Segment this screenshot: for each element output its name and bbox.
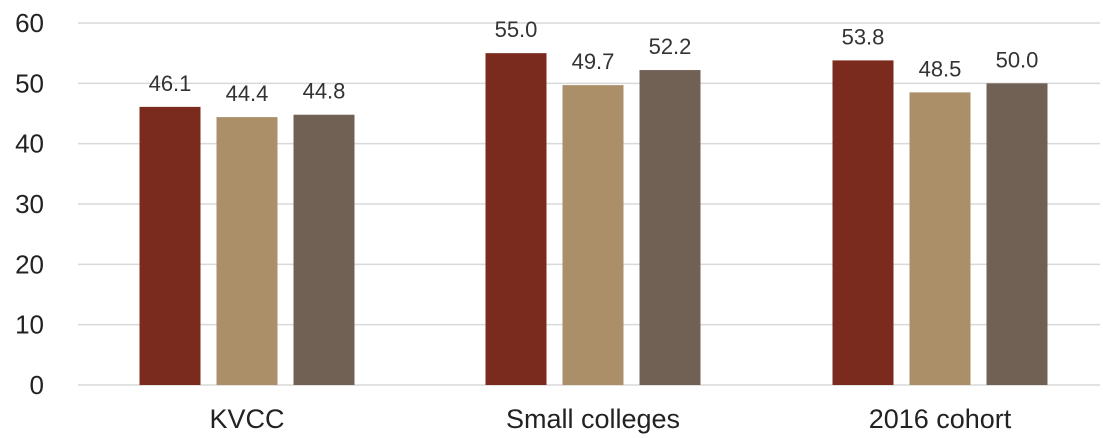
bar-2016-cohort-series-2 <box>909 92 971 385</box>
y-tick-label: 50 <box>15 68 44 98</box>
y-tick-label: 60 <box>15 8 44 38</box>
data-label: 55.0 <box>495 17 538 42</box>
bar-2016-cohort-series-1 <box>832 60 894 385</box>
x-category-label: 2016 cohort <box>869 404 1012 434</box>
bars <box>139 53 1048 386</box>
bar-kvcc-series-2 <box>216 117 278 386</box>
data-label: 48.5 <box>919 56 962 81</box>
bar-small-colleges-series-3 <box>639 70 701 385</box>
y-tick-label: 20 <box>15 249 44 279</box>
y-axis-ticks: 0 10 20 30 40 50 60 <box>15 8 44 400</box>
data-labels: 46.1 44.4 44.8 55.0 49.7 52.2 53.8 48.5 50.0 <box>149 17 1039 106</box>
data-label: 53.8 <box>842 24 885 49</box>
bar-small-colleges-series-1 <box>485 53 547 386</box>
data-label: 50.0 <box>996 47 1039 72</box>
x-category-label: KVCC <box>209 404 284 434</box>
bar-kvcc-series-1 <box>139 106 201 385</box>
x-category-label: Small colleges <box>506 404 680 434</box>
y-tick-label: 10 <box>15 310 44 340</box>
y-tick-label: 30 <box>15 189 44 219</box>
y-tick-label: 40 <box>15 129 44 159</box>
y-tick-label: 0 <box>30 370 44 400</box>
data-label: 44.4 <box>226 81 269 106</box>
bar-small-colleges-series-2 <box>562 85 624 385</box>
data-label: 46.1 <box>149 71 192 96</box>
x-axis-categories: KVCC Small colleges 2016 cohort <box>209 404 1011 434</box>
bar-kvcc-series-3 <box>293 114 355 385</box>
bar-2016-cohort-series-3 <box>986 83 1048 385</box>
data-label: 49.7 <box>572 49 615 74</box>
data-label: 52.2 <box>649 34 692 59</box>
data-label: 44.8 <box>303 79 346 104</box>
